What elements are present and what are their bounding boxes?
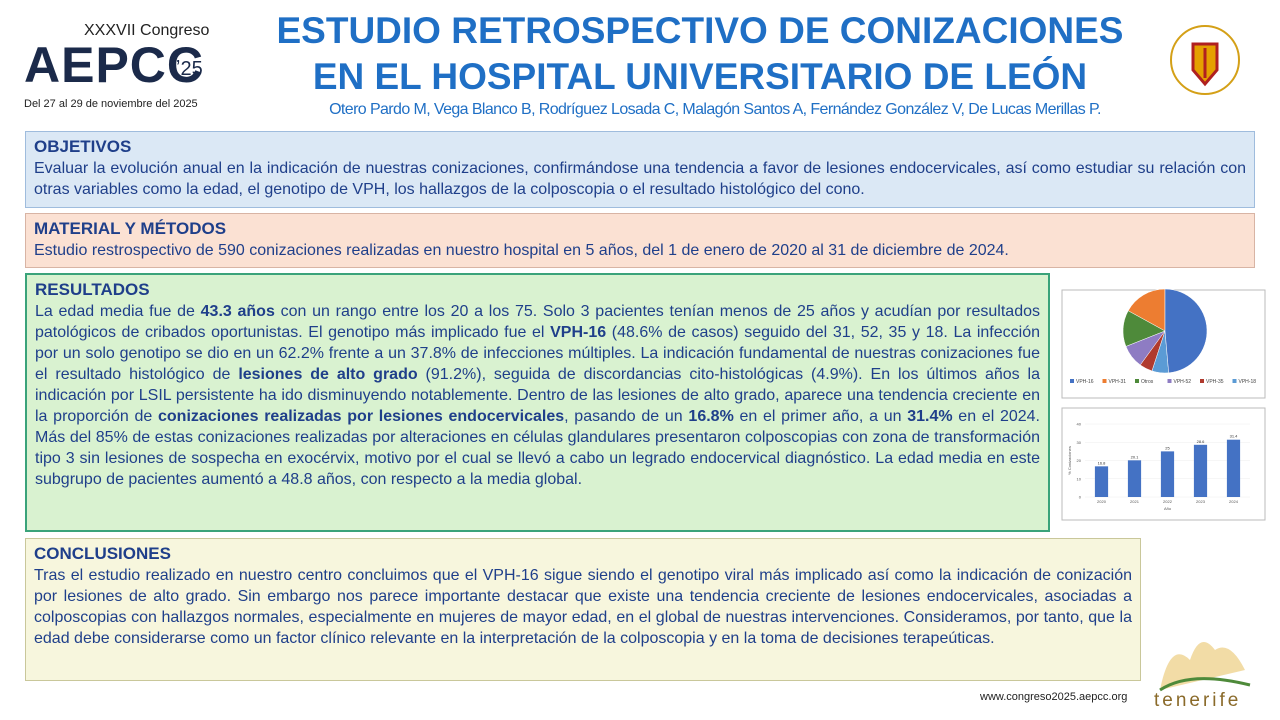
tenerife-graphic <box>1160 642 1245 690</box>
pie-slice <box>1139 330 1166 372</box>
legend-swatch <box>1135 379 1139 383</box>
section-conclusiones: CONCLUSIONES Tras el estudio realizado e… <box>25 538 1141 681</box>
pie-slice <box>1125 330 1166 366</box>
title-line: ESTUDIO RETROSPECTIVO DE CONIZACIONES <box>276 10 1124 51</box>
x-tick-label: 2024 <box>1229 499 1239 504</box>
text-run: Tras el estudio realizado en nuestro cen… <box>34 567 1132 647</box>
chart-frame <box>1061 289 1266 399</box>
text-run: VPH-16 <box>550 324 607 341</box>
legend-label: VPH-52 <box>1174 379 1192 385</box>
x-tick-label: 2020 <box>1097 499 1107 504</box>
section-body: La edad media fue de 43.3 años con un ra… <box>35 301 1040 490</box>
legend-label: Otros <box>1141 379 1154 385</box>
y-tick-label: 10 <box>1077 476 1082 481</box>
section-body: Tras el estudio realizado en nuestro cen… <box>34 565 1132 649</box>
congress-dates: Del 27 al 29 de noviembre del 2025 <box>24 98 198 110</box>
legend-label: VPH-16 <box>1076 379 1094 385</box>
section-material: MATERIAL Y MÉTODOS Estudio restrospectiv… <box>25 213 1255 268</box>
value-label: 28.6 <box>1197 439 1206 444</box>
text-run: 16.8% <box>688 408 734 425</box>
congress-edition: ʼ25 <box>176 58 203 80</box>
legend-swatch <box>1102 379 1107 383</box>
section-body: Estudio restrospectivo de 590 conizacion… <box>34 240 1246 261</box>
y-tick-label: 20 <box>1077 458 1082 463</box>
logo-ring <box>1170 25 1240 95</box>
bar <box>1160 451 1175 497</box>
legend-swatch <box>1232 379 1237 383</box>
text-run: 31.4% <box>907 408 953 425</box>
text-run: 43.3 años <box>200 303 275 320</box>
bar <box>1193 444 1208 497</box>
y-tick-label: 0 <box>1079 495 1082 500</box>
title: ESTUDIO RETROSPECTIVO DE CONIZACIONES EN… <box>215 8 1185 100</box>
pie-slice <box>1122 310 1166 347</box>
legend-label: VPH-35 <box>1206 379 1224 385</box>
congress-logo: AEPCC <box>24 37 205 93</box>
x-axis-title: Año <box>1164 506 1172 511</box>
text-run: (91.2%), seguida de discordancias cito-h… <box>35 366 1041 425</box>
text-run: en el primer año, a un <box>733 408 908 425</box>
x-tick-label: 2021 <box>1130 499 1140 504</box>
section-resultados: RESULTADOS La edad media fue de 43.3 año… <box>25 273 1050 532</box>
section-heading: CONCLUSIONES <box>34 544 171 563</box>
text-run: Estudio restrospectivo de 590 conizacion… <box>34 242 1009 259</box>
text-run: La edad media fue de <box>35 303 201 320</box>
text-run: (48.6% de casos) seguido del 31, 52, 35 … <box>35 324 1041 383</box>
legend-swatch <box>1070 379 1074 383</box>
y-tick-label: 40 <box>1077 422 1082 427</box>
x-tick-label: 2022 <box>1163 499 1173 504</box>
pie-slice <box>1164 288 1208 374</box>
text-run: Evaluar la evolución anual en la indicac… <box>34 160 1246 198</box>
section-heading: MATERIAL Y MÉTODOS <box>34 219 227 238</box>
text-run: lesiones de alto grado <box>238 366 418 383</box>
section-objetivos: OBJETIVOS Evaluar la evolución anual en … <box>25 131 1255 208</box>
pie-slice <box>1151 330 1169 374</box>
bar <box>1094 466 1109 497</box>
congress-label: XXXVII Congreso <box>84 22 210 39</box>
text-run: conizaciones realizadas por lesiones end… <box>158 408 565 425</box>
title-line: EN EL HOSPITAL UNIVERSITARIO DE LEÓN <box>312 56 1088 97</box>
section-heading: RESULTADOS <box>35 280 150 299</box>
text-run: , pasando de un <box>564 408 689 425</box>
section-heading: OBJETIVOS <box>34 137 132 156</box>
legend-swatch <box>1200 379 1204 383</box>
section-body: Evaluar la evolución anual en la indicac… <box>34 158 1246 200</box>
authors: Otero Pardo M, Vega Blanco B, Rodríguez … <box>329 101 1101 118</box>
footer-url: www.congreso2025.aepcc.org <box>980 691 1128 703</box>
pie-slice <box>1127 288 1166 332</box>
x-tick-label: 2023 <box>1196 499 1206 504</box>
text-run: en el 2024. Más del 85% de estas conizac… <box>35 408 1041 488</box>
text-run: con un rango entre los 20 a los 75. Solo… <box>35 303 1041 341</box>
value-label: 31.4 <box>1230 434 1239 439</box>
society-logo <box>1170 25 1240 95</box>
value-label: 16.8 <box>1098 460 1107 465</box>
bar <box>1226 439 1241 497</box>
legend-label: VPH-18 <box>1239 379 1257 385</box>
chart-frame <box>1061 407 1266 521</box>
value-label: 20.1 <box>1131 454 1140 459</box>
legend-label: VPH-31 <box>1109 379 1127 385</box>
legend-swatch <box>1167 379 1172 383</box>
tenerife-graphic <box>1159 677 1251 692</box>
value-label: 25 <box>1165 445 1170 450</box>
y-axis-title: % Conizaciones <box>1067 446 1072 475</box>
bar <box>1127 460 1142 497</box>
footer-place: tenerife <box>1154 690 1242 711</box>
y-tick-label: 30 <box>1077 440 1082 445</box>
